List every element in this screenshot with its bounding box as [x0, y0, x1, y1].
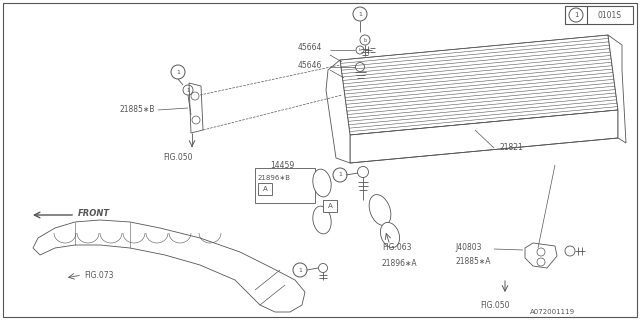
Ellipse shape [380, 222, 399, 248]
Bar [565, 6, 633, 24]
Text: A072001119: A072001119 [530, 309, 575, 315]
Text: b: b [364, 37, 367, 43]
Polygon shape [340, 35, 618, 135]
Text: FRONT: FRONT [78, 209, 110, 218]
Bar [255, 168, 315, 203]
Polygon shape [326, 60, 350, 163]
Text: A: A [328, 203, 332, 209]
Text: 45664: 45664 [298, 44, 323, 52]
Text: 1: 1 [298, 268, 302, 273]
Polygon shape [189, 83, 203, 133]
Polygon shape [350, 110, 618, 163]
Text: A: A [262, 186, 268, 192]
Text: FIG.073: FIG.073 [84, 270, 113, 279]
Text: 1: 1 [186, 87, 189, 92]
Text: J40803: J40803 [455, 243, 481, 252]
Text: 1: 1 [176, 69, 180, 75]
Text: 14459: 14459 [270, 161, 294, 170]
Text: 21896∗A: 21896∗A [382, 259, 418, 268]
Text: 45646: 45646 [298, 60, 323, 69]
Ellipse shape [313, 169, 331, 197]
Bar [323, 200, 337, 212]
Text: FIG.050: FIG.050 [163, 154, 193, 163]
Text: 0101S: 0101S [598, 11, 622, 20]
Text: 1: 1 [338, 172, 342, 178]
Ellipse shape [313, 206, 331, 234]
Text: FIG.050: FIG.050 [480, 300, 509, 309]
Polygon shape [525, 243, 557, 268]
Polygon shape [608, 35, 626, 143]
Text: 21885∗A: 21885∗A [455, 258, 490, 267]
Text: b: b [358, 48, 362, 52]
Text: 1: 1 [573, 12, 579, 18]
Text: 21821: 21821 [500, 143, 524, 153]
Text: FIG.063: FIG.063 [382, 244, 412, 252]
Bar [258, 183, 272, 195]
Ellipse shape [369, 195, 391, 225]
Text: 21896∗B: 21896∗B [258, 175, 291, 181]
Text: 21885∗B: 21885∗B [120, 106, 156, 115]
Text: 1: 1 [358, 12, 362, 17]
Polygon shape [33, 220, 305, 312]
